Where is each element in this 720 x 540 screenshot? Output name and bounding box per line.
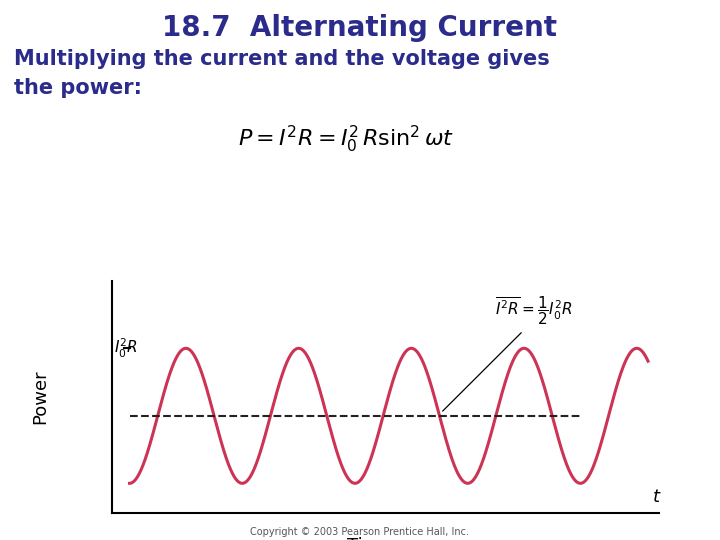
Text: $t$: $t$: [652, 488, 662, 506]
Text: $\overline{I^2R} = \dfrac{1}{2} I_0^2 R$: $\overline{I^2R} = \dfrac{1}{2} I_0^2 R$: [495, 294, 573, 327]
Text: Time: Time: [346, 537, 391, 540]
Text: Copyright © 2003 Pearson Prentice Hall, Inc.: Copyright © 2003 Pearson Prentice Hall, …: [251, 527, 469, 537]
Text: Multiplying the current and the voltage gives: Multiplying the current and the voltage …: [14, 49, 550, 69]
Text: the power:: the power:: [14, 78, 143, 98]
Text: 18.7  Alternating Current: 18.7 Alternating Current: [163, 14, 557, 42]
Text: Power: Power: [32, 369, 50, 424]
Text: $I_0^2 R$: $I_0^2 R$: [114, 337, 138, 360]
Text: $P = I^{2}R = I_0^{2}\, R \sin^2 \omega t$: $P = I^{2}R = I_0^{2}\, R \sin^2 \omega …: [238, 124, 454, 156]
